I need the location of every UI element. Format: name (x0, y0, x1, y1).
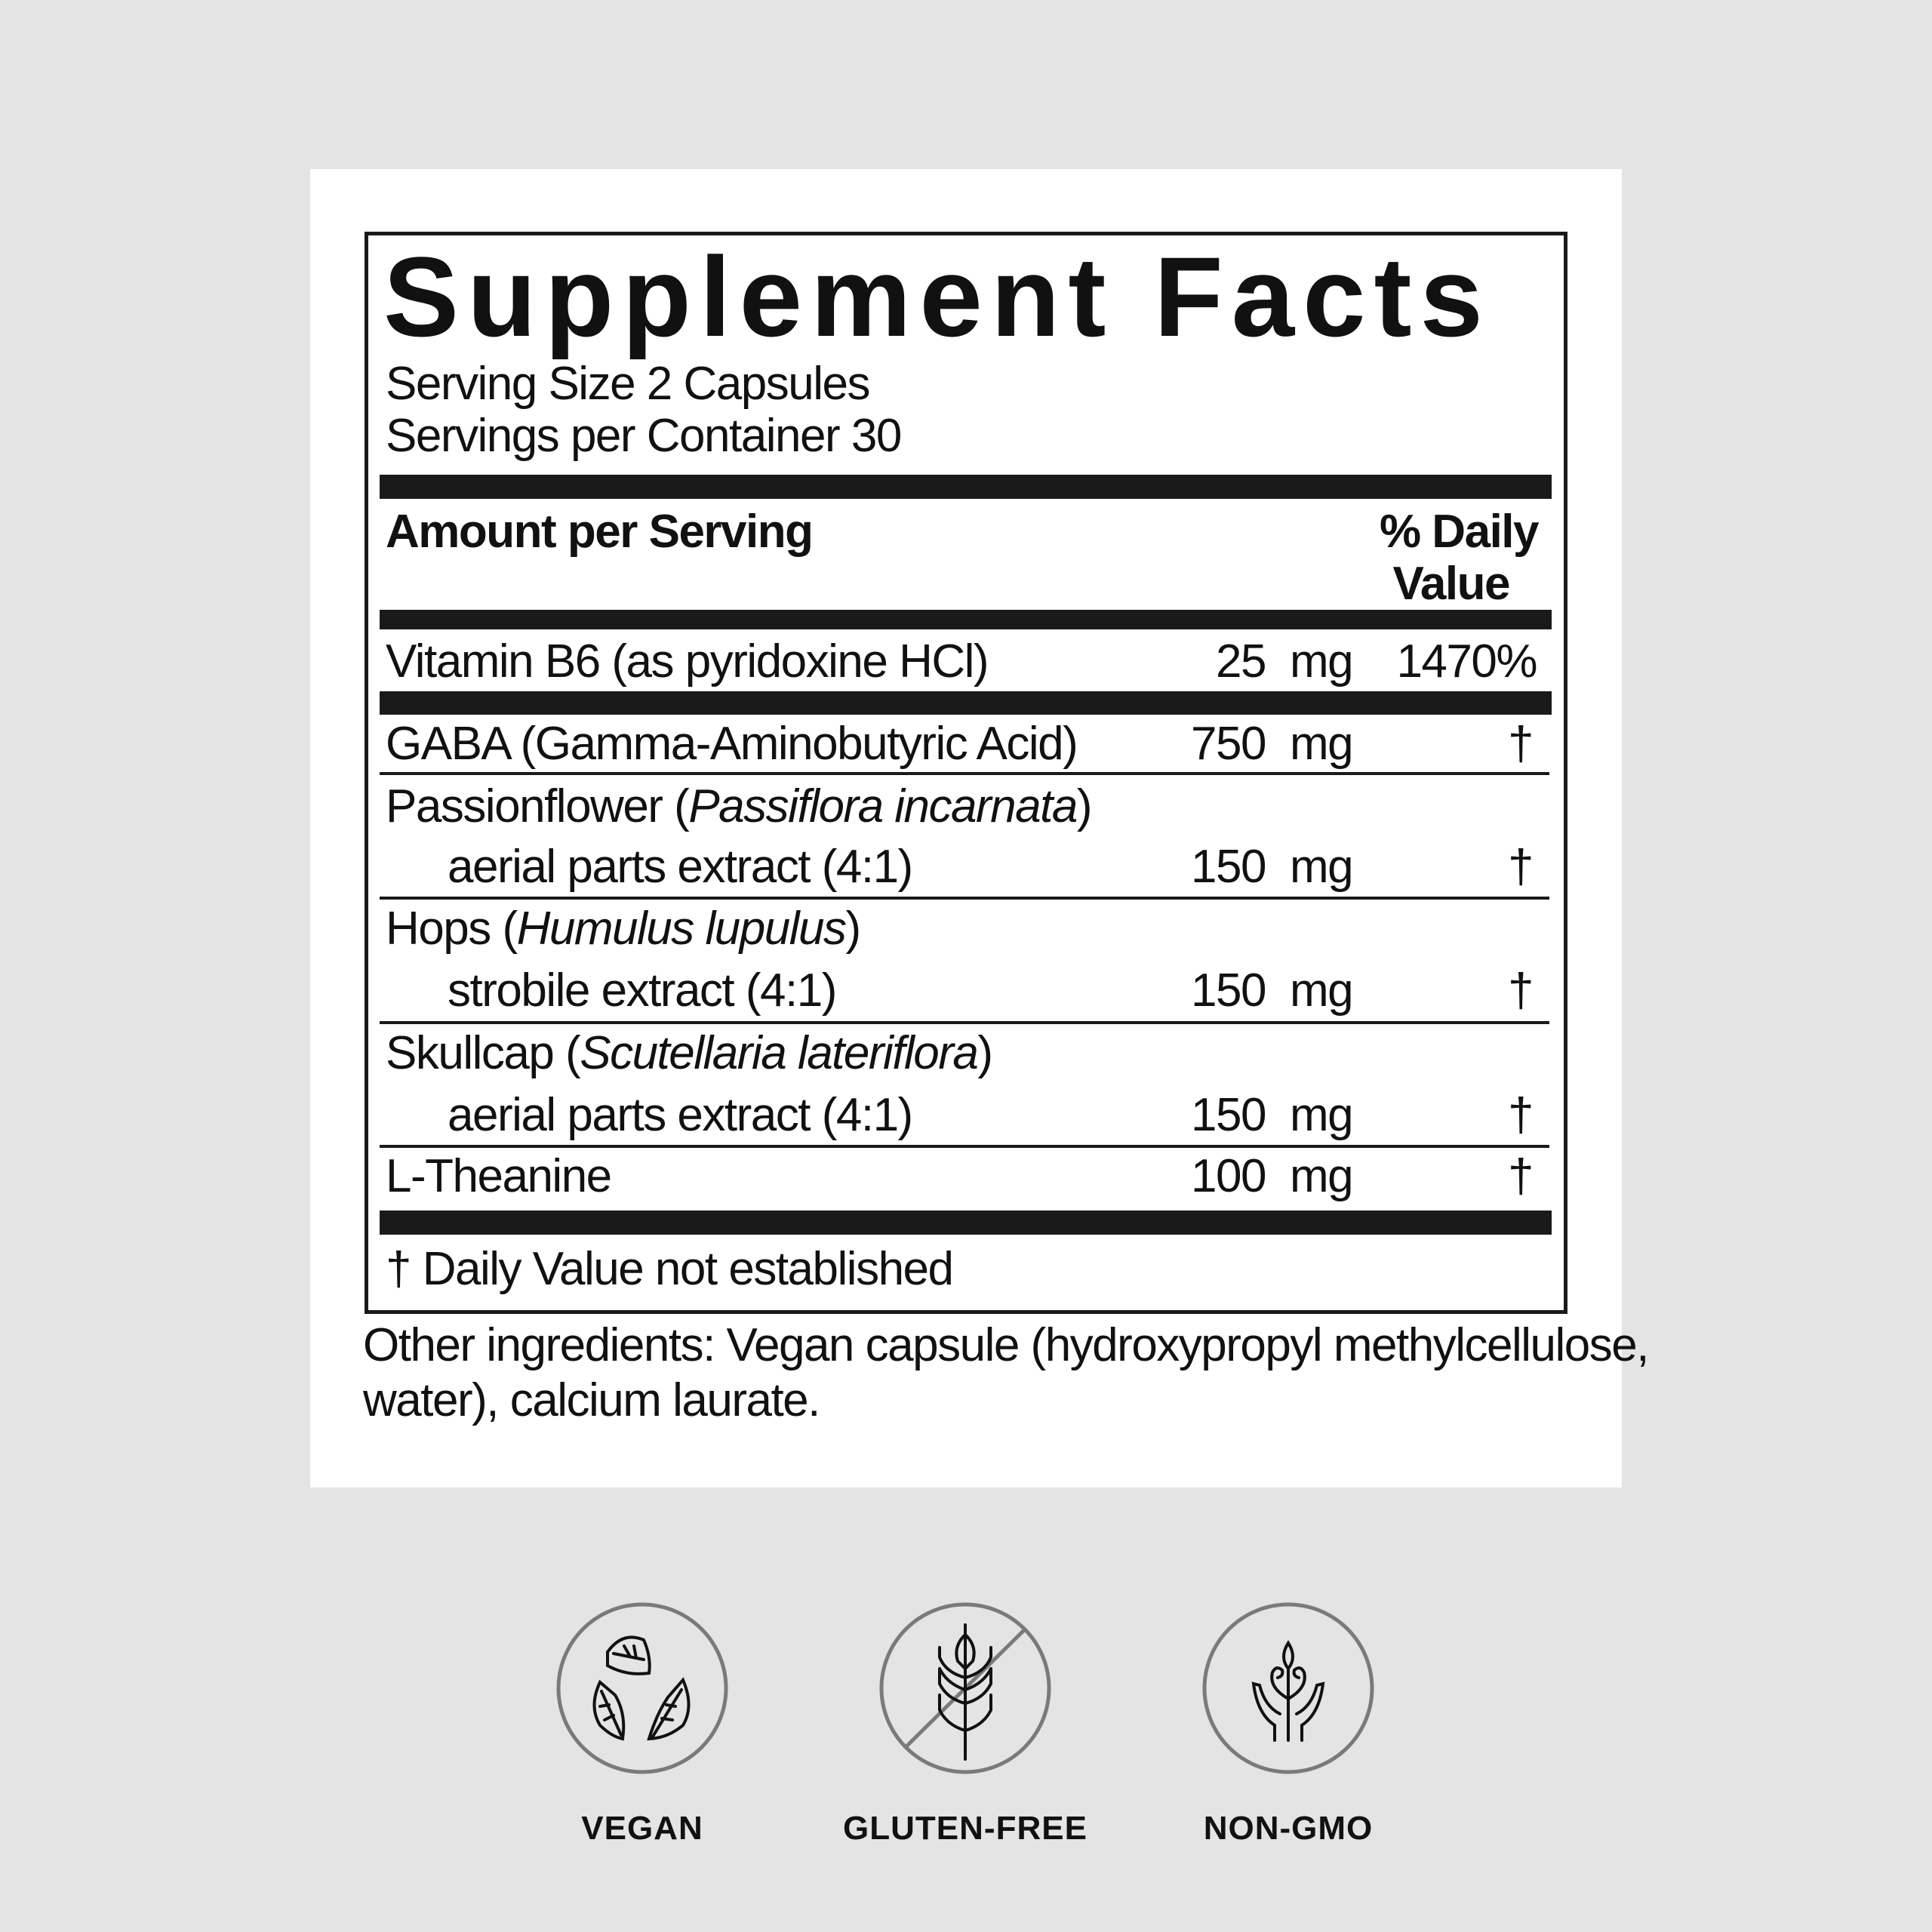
supplement-facts-box (365, 232, 1567, 1314)
row-amount: 150 (1191, 964, 1266, 1017)
row-latin-name: Passiflora incarnata (688, 780, 1078, 832)
label-title: Supplement Facts (383, 233, 1491, 360)
divider-thin (380, 772, 1549, 775)
divider-thick (380, 475, 1552, 499)
row-dv: † (1508, 964, 1534, 1017)
row-amount: 150 (1191, 1089, 1266, 1141)
supplement-label-panel (310, 169, 1622, 1487)
row-amount: 100 (1191, 1150, 1266, 1202)
row-name: Hops (Humulus lupulus) (386, 903, 861, 955)
badge-label-non-gmo: NON-GMO (1203, 1810, 1374, 1847)
row-name: GABA (Gamma-Aminobutyric Acid) (386, 718, 1078, 770)
serving-size: Serving Size 2 Capsules (386, 358, 870, 410)
row-name: Skullcap (Scutellaria lateriflora) (386, 1027, 993, 1079)
row-dv: † (1508, 1150, 1534, 1202)
dv-header-1: % Daily (1379, 506, 1540, 558)
servings-per-container: Servings per Container 30 (386, 410, 902, 462)
leaves-cycle-icon (556, 1602, 728, 1774)
row-amount: 150 (1191, 841, 1266, 893)
hands-plant-icon (1202, 1602, 1374, 1774)
row-sub: strobile extract (4:1) (448, 964, 837, 1017)
row-name: L-Theanine (386, 1150, 612, 1202)
row-unit: mg (1290, 718, 1354, 770)
row-common-name: Skullcap ( (386, 1027, 581, 1079)
row-unit: mg (1290, 1150, 1354, 1202)
row-amount: 25 (1216, 635, 1266, 688)
row-unit: mg (1290, 635, 1354, 688)
row-name: Passionflower (Passiflora incarnata) (386, 780, 1093, 832)
divider-thick (380, 610, 1552, 629)
divider-thin (380, 1021, 1549, 1024)
dv-header-2: Value (1392, 558, 1511, 610)
row-amount: 750 (1191, 718, 1266, 770)
other-ingredients-line1: Other ingredients: Vegan capsule (hydrox… (363, 1319, 1649, 1371)
footnote: † Daily Value not established (386, 1243, 954, 1295)
row-dv: † (1508, 1089, 1534, 1141)
row-dv: † (1508, 718, 1534, 770)
divider-thick (380, 691, 1552, 715)
divider-thin (380, 1145, 1549, 1148)
row-latin-name: Scutellaria lateriflora (580, 1027, 979, 1079)
row-dv: 1470% (1396, 635, 1537, 688)
row-dv: † (1508, 841, 1534, 893)
row-common-name: Hops ( (386, 903, 518, 955)
row-common-name: Passionflower ( (386, 780, 690, 832)
divider-thick (380, 1211, 1552, 1235)
other-ingredients-line2: water), calcium laurate. (363, 1374, 820, 1426)
wheat-crossed-icon (879, 1602, 1051, 1774)
row-sub: aerial parts extract (4:1) (448, 1089, 913, 1141)
row-paren: ) (1076, 780, 1093, 832)
row-latin-name: Humulus lupulus (516, 903, 847, 955)
divider-thin (380, 897, 1549, 900)
badge-label-gluten-free: GLUTEN-FREE (843, 1810, 1088, 1847)
badge-label-vegan: VEGAN (581, 1810, 703, 1847)
row-unit: mg (1290, 841, 1354, 893)
row-paren: ) (977, 1027, 993, 1079)
row-paren: ) (845, 903, 861, 955)
row-sub: aerial parts extract (4:1) (448, 841, 913, 893)
row-unit: mg (1290, 964, 1354, 1017)
row-name: Vitamin B6 (as pyridoxine HCl) (386, 635, 989, 688)
amount-header: Amount per Serving (386, 506, 814, 558)
row-unit: mg (1290, 1089, 1354, 1141)
